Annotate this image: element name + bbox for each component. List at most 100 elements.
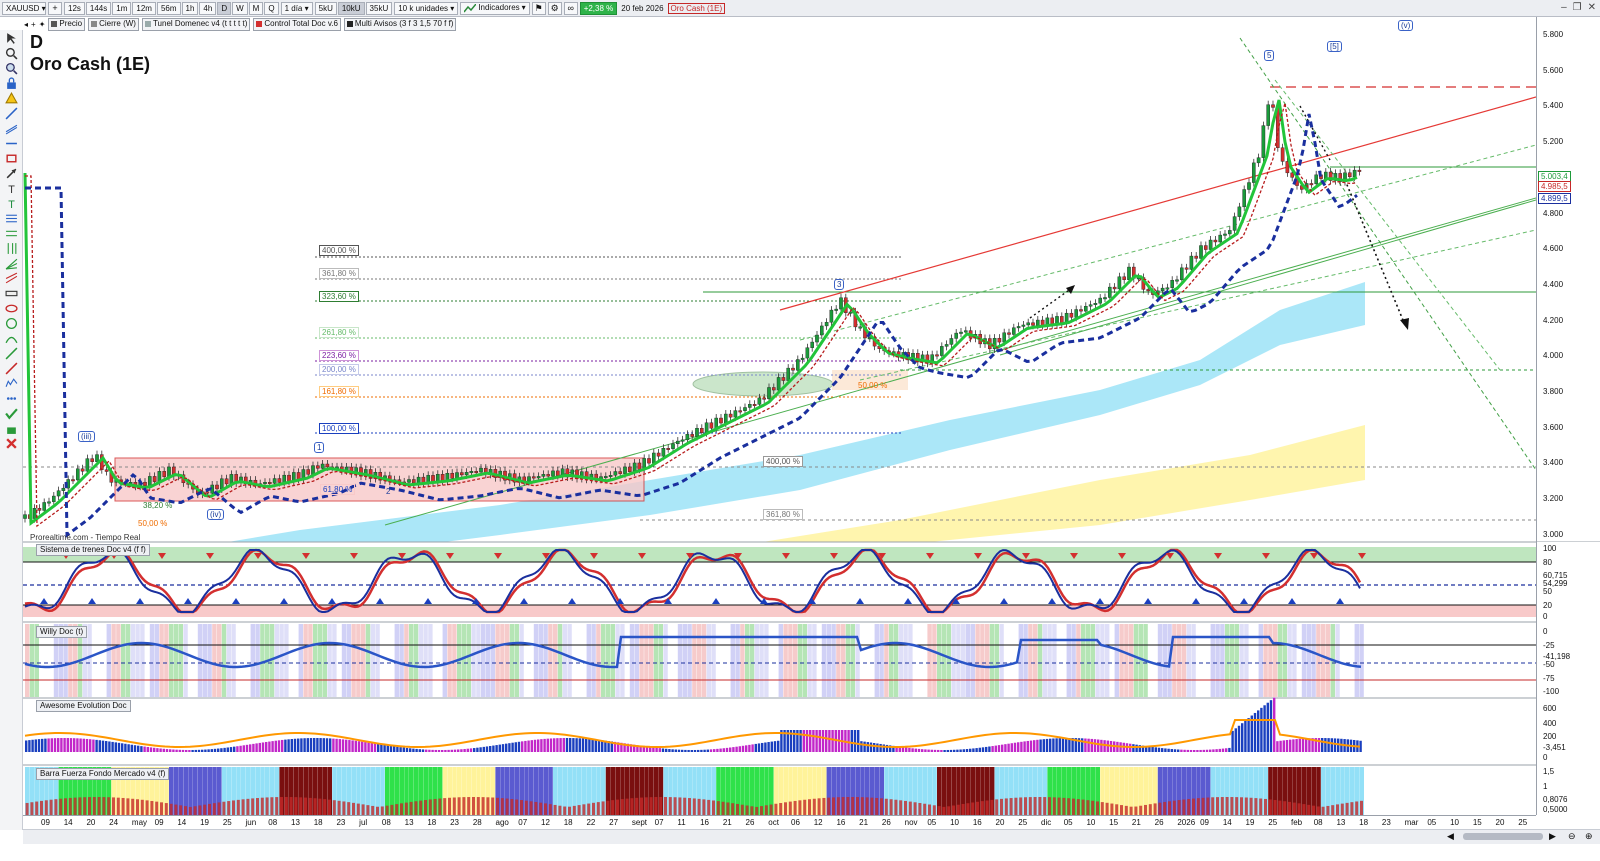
legend-item-price[interactable]: Precio [48,17,86,31]
scroll-thumb[interactable] [1463,833,1543,840]
legend-collapse-icon[interactable]: ◂ [24,19,29,29]
legend-label: Precio [59,19,83,28]
legend-settings-icon[interactable]: ✦ [38,19,46,29]
ellipse-icon[interactable] [4,302,18,315]
fib-label-100[interactable]: 100,00 % [319,423,359,434]
ruler-icon[interactable] [5,287,18,300]
scroll-right-icon[interactable]: ▶ [1549,831,1556,841]
zoom-icon[interactable] [5,47,18,60]
link-icon[interactable]: ∞ [563,1,578,15]
panel-label-willy[interactable]: Willy Doc (t) [36,626,88,638]
trend-red-icon[interactable] [5,362,18,375]
legend-item-control[interactable]: Control Total Doc v.6 [253,17,341,31]
fan-icon[interactable] [5,257,18,270]
panel-label-trenes[interactable]: Sistema de trenes Doc v4 (f f) [36,544,150,556]
wave-label-3[interactable]: 3 [834,279,845,290]
cursor-icon[interactable] [5,32,18,45]
time-axis-label: 20 [1495,818,1505,827]
timeframe-button-12s[interactable]: 12s [64,1,85,15]
legend-item-close[interactable]: Cierre (W) [88,17,139,31]
fib-label-200[interactable]: 200,00 % [319,364,359,375]
timeframe-button-w[interactable]: W [232,1,248,15]
fib-label-223[interactable]: 223,60 % [319,350,359,361]
timeframe-button-q[interactable]: Q [264,1,279,15]
thumb-icon[interactable] [5,422,18,435]
minimize-icon[interactable]: – [1561,2,1567,13]
alert-icon[interactable] [4,92,18,105]
legend-item-avisos[interactable]: Multi Avisos (3 f 3 1,5 70 f f) [343,17,457,31]
wave-label-5-bracket[interactable]: [5] [1327,41,1342,52]
symbol-selector[interactable]: XAUUSD ▾ [2,1,46,15]
timeframe-button-d[interactable]: D [217,1,232,15]
time-axis-label: 11 [677,818,686,827]
timeframe-button-144s[interactable]: 144s [85,1,112,15]
price-scale[interactable]: 5.8005.6005.4005.2005.0004.8004.6004.400… [1536,17,1600,542]
timeframe-button-12m[interactable]: 12m [132,1,156,15]
timeframe-button-1m[interactable]: 1m [112,1,132,15]
pitchfork-icon[interactable] [5,272,18,285]
fib-label-400[interactable]: 400,00 % [319,245,359,256]
legend-item-tunel[interactable]: Tunel Domenec v4 (t t t t t) [141,17,251,31]
fib-label-323[interactable]: 323,60 % [319,291,359,302]
units-selector[interactable]: 10 k unidades ▾ [394,1,459,15]
line-tool-icon[interactable] [5,107,18,120]
fib-low-400[interactable]: 400,00 % [763,456,803,467]
lock-icon[interactable] [5,77,18,90]
fib-green-icon[interactable] [5,227,18,240]
quantity-button-10ku[interactable]: 10kU [337,1,365,15]
wave-label-5[interactable]: 5 [1264,50,1275,61]
circle-icon[interactable] [5,317,18,330]
fib-time-icon[interactable] [5,242,18,255]
scroll-left-icon[interactable]: ◀ [1447,831,1454,841]
close-icon[interactable]: ✕ [1587,2,1596,13]
add-icon[interactable]: + [48,1,62,15]
rectangle-icon[interactable] [5,152,18,165]
zoom-area-icon[interactable] [5,62,18,75]
horizontal-scrollbar[interactable]: ◀ ▶ ⊖ ⊕ [23,829,1600,844]
arc-icon[interactable] [5,332,18,345]
trend-green-icon[interactable] [5,347,18,360]
fib-label-161[interactable]: 161,80 % [319,386,359,397]
candle-body [474,471,479,473]
wave-label-iv[interactable]: (iv) [207,509,225,520]
restore-icon[interactable]: ❐ [1572,2,1582,13]
zoom-out-icon[interactable]: ⊖ [1568,831,1576,841]
fib-low-361[interactable]: 361,80 % [763,509,803,520]
candle-body [637,462,642,470]
horizontal-line-icon[interactable] [5,137,18,150]
period-selector[interactable]: 1 día ▾ [280,1,313,15]
panel-label-barra[interactable]: Barra Fuerza Fondo Mercado v4 (f) [36,768,170,780]
timeframe-button-4h[interactable]: 4h [199,1,217,15]
zoom-in-icon[interactable]: ⊕ [1585,831,1593,841]
timeframe-button-m[interactable]: M [248,1,264,15]
check-icon[interactable] [4,407,18,420]
timeframe-button-1h[interactable]: 1h [181,1,199,15]
wave-label-v[interactable]: (v) [1398,20,1414,31]
delete-icon[interactable] [5,437,18,450]
fibonacci-icon[interactable] [5,212,18,225]
quantity-button-5ku[interactable]: 5kU [314,1,337,15]
wave-label-2[interactable]: 2 [386,487,391,496]
timeframe-button-56m[interactable]: 56m [156,1,181,15]
wave-label-1[interactable]: 1 [314,442,325,453]
wave-label-iii[interactable]: (iii) [78,431,95,442]
alarm-icon[interactable]: ⚑ [531,1,546,15]
fib-label-261[interactable]: 261,80 % [319,327,359,338]
dots-icon[interactable] [5,392,18,405]
candle-body [820,325,824,336]
awesome-tick: 0 [1543,753,1548,762]
wave-icon[interactable] [5,377,18,390]
fib-label-361[interactable]: 361,80 % [319,268,359,279]
settings-icon[interactable]: ⚙ [547,1,562,15]
quantity-button-35ku[interactable]: 35kU [365,1,393,15]
legend-add-icon[interactable]: + [31,19,36,29]
indicators-button[interactable]: Indicadores ▾ [460,1,530,15]
panel-label-awesome[interactable]: Awesome Evolution Doc [36,700,131,712]
text-box-icon[interactable]: T [5,197,18,210]
text-tool-icon[interactable]: T [5,182,18,195]
candle-body [676,440,680,445]
arrow-icon[interactable] [5,167,18,180]
time-axis[interactable]: 09 14 20 24 may 09 14 19 25 jun 08 13 18 23 jul 08 13 18 2… [23,815,1536,830]
channel-icon[interactable] [5,122,18,135]
